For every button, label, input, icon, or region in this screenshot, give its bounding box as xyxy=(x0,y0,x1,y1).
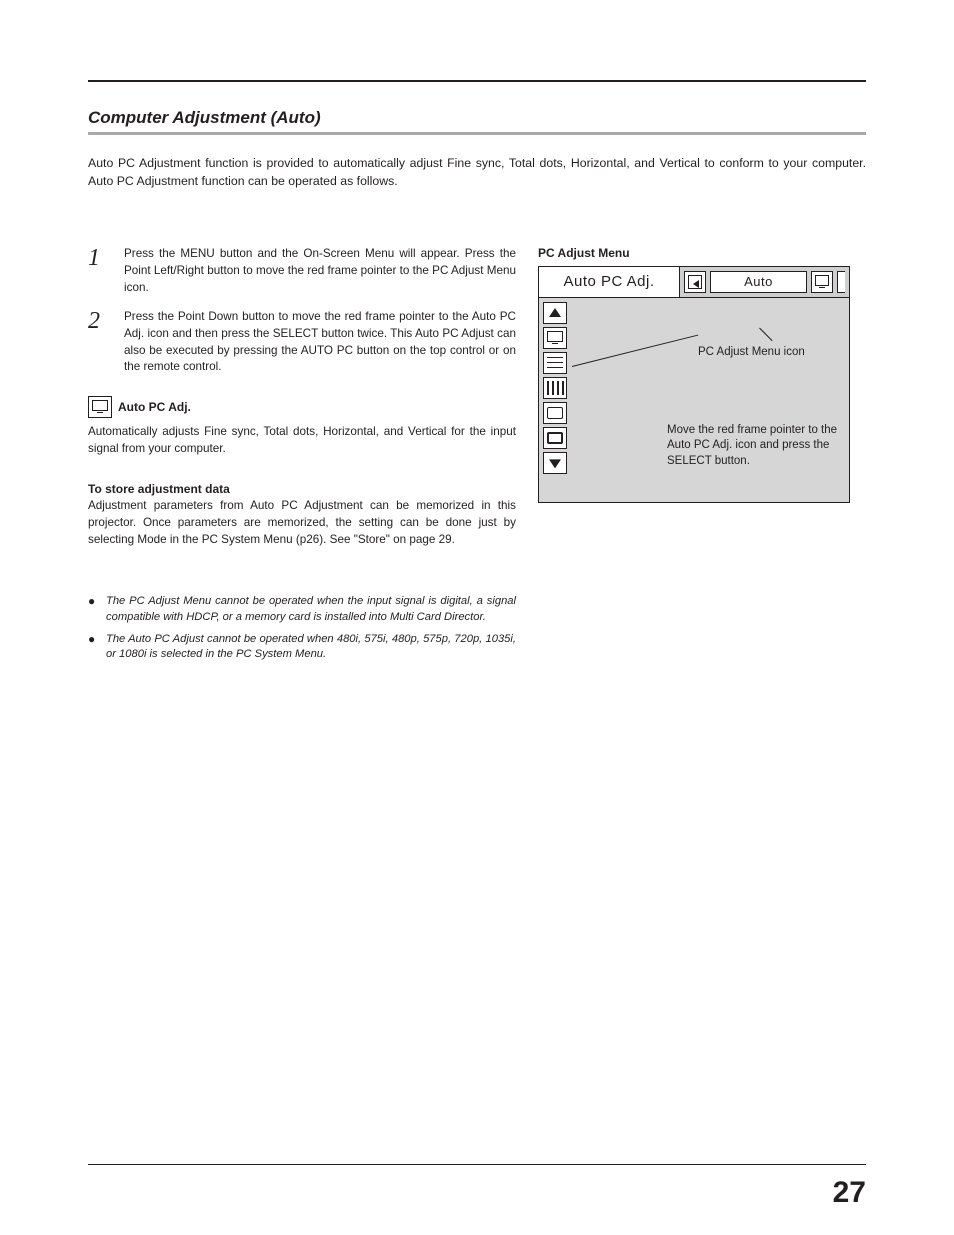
store-heading: To store adjustment data xyxy=(88,482,516,496)
auto-label: Auto xyxy=(710,271,807,293)
total-dots-icon xyxy=(543,377,567,399)
step-number: 2 xyxy=(88,309,110,377)
menu-top-icons: Auto xyxy=(679,267,849,297)
arrow-up-icon xyxy=(543,302,567,324)
intro-paragraph: Auto PC Adjustment function is provided … xyxy=(88,155,866,191)
note-text: The PC Adjust Menu cannot be operated wh… xyxy=(106,594,516,625)
store-paragraph: Adjustment parameters from Auto PC Adjus… xyxy=(88,498,516,549)
next-icon xyxy=(837,271,845,293)
notes-list: ● The PC Adjust Menu cannot be operated … xyxy=(88,594,516,663)
note-item: ● The Auto PC Adjust cannot be operated … xyxy=(88,632,516,663)
title-underline xyxy=(88,132,866,135)
pc-adjust-menu-diagram: Auto PC Adj. Auto xyxy=(538,266,850,511)
system-icon xyxy=(811,271,833,293)
step-text: Press the Point Down button to move the … xyxy=(124,309,516,377)
arrow-down-icon xyxy=(543,452,567,474)
bottom-rule xyxy=(88,1164,866,1165)
diagram-title: PC Adjust Menu xyxy=(538,246,866,260)
callout-line xyxy=(759,327,772,340)
content-area: Computer Adjustment (Auto) Auto PC Adjus… xyxy=(88,108,866,669)
horizontal-icon xyxy=(543,402,567,424)
left-column: 1 Press the MENU button and the On-Scree… xyxy=(88,246,516,669)
page-number: 27 xyxy=(833,1176,866,1210)
callout-line xyxy=(572,334,698,366)
bullet-icon: ● xyxy=(88,594,98,625)
step-2: 2 Press the Point Down button to move th… xyxy=(88,309,516,377)
annotation-move-pointer: Move the red frame pointer to the Auto P… xyxy=(667,423,842,470)
step-1: 1 Press the MENU button and the On-Scree… xyxy=(88,246,516,297)
annotation-icon-label: PC Adjust Menu icon xyxy=(698,345,805,361)
back-icon xyxy=(684,271,706,293)
two-column-layout: 1 Press the MENU button and the On-Scree… xyxy=(88,246,866,669)
note-text: The Auto PC Adjust cannot be operated wh… xyxy=(106,632,516,663)
menu-body: PC Adjust Menu icon Move the red frame p… xyxy=(538,298,850,503)
auto-pc-adj-paragraph: Automatically adjusts Fine sync, Total d… xyxy=(88,424,516,458)
auto-pc-adj-label: Auto PC Adj. xyxy=(118,400,191,414)
right-column: PC Adjust Menu Auto PC Adj. Auto xyxy=(538,246,866,511)
menu-top-label: Auto PC Adj. xyxy=(539,273,679,290)
page: Computer Adjustment (Auto) Auto PC Adjus… xyxy=(0,0,954,1235)
auto-pc-adj-icon xyxy=(88,396,112,418)
menu-top-bar: Auto PC Adj. Auto xyxy=(538,266,850,298)
note-item: ● The PC Adjust Menu cannot be operated … xyxy=(88,594,516,625)
step-text: Press the MENU button and the On-Screen … xyxy=(124,246,516,297)
auto-pc-icon xyxy=(543,327,567,349)
section-title: Computer Adjustment (Auto) xyxy=(88,108,866,128)
vertical-icon xyxy=(543,427,567,449)
bullet-icon: ● xyxy=(88,632,98,663)
side-icon-column xyxy=(543,302,567,474)
step-number: 1 xyxy=(88,246,110,297)
fine-sync-icon xyxy=(543,352,567,374)
auto-pc-adj-heading: Auto PC Adj. xyxy=(88,396,516,418)
top-rule xyxy=(88,80,866,82)
